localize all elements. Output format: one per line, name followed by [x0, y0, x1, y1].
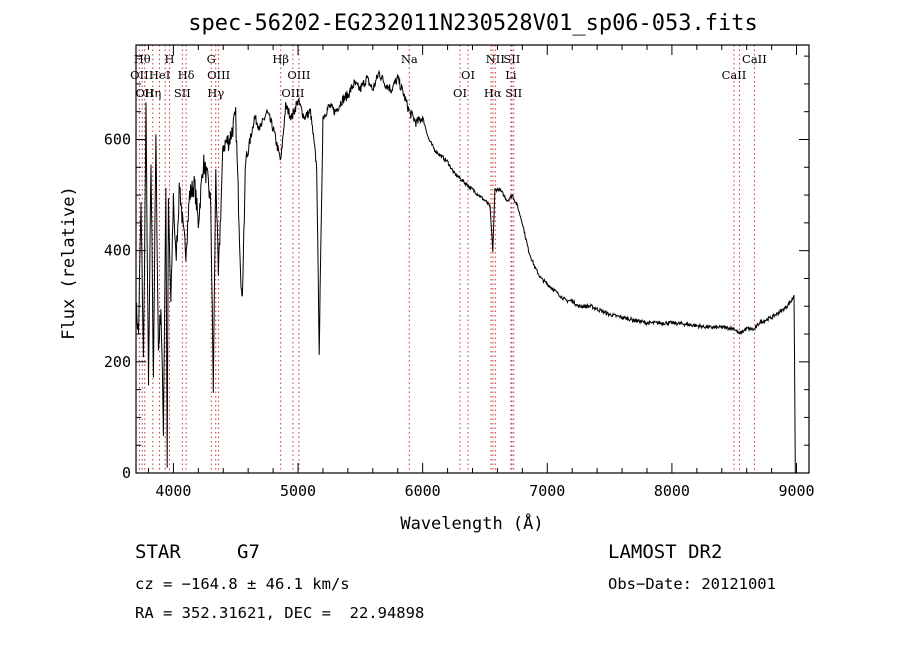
spectral-line-label: OI	[461, 68, 475, 82]
chart-title: spec-56202-EG232011N230528V01_sp06-053.f…	[188, 11, 758, 36]
spectral-line-label: Li	[505, 68, 517, 82]
plot-frame	[135, 44, 810, 474]
obs-date: Obs−Date: 20121001	[608, 575, 776, 593]
spectral-line-label: CaII	[742, 52, 767, 66]
y-tick-label: 400	[104, 242, 131, 260]
spectral-line-label: OII	[130, 68, 149, 82]
spectral-line-label: Hθ	[134, 52, 151, 66]
spectral-line-label: Hγ	[207, 86, 224, 100]
line-markers	[138, 45, 755, 473]
object-class: STAR	[135, 541, 181, 563]
spectral-line-label: OIII	[281, 86, 304, 100]
spectral-line-label: Na	[401, 52, 418, 66]
x-tick-label: 4000	[155, 482, 191, 500]
spectral-line-label: SII	[503, 52, 520, 66]
spectral-line-label: OI	[453, 86, 467, 100]
spectrum-line	[135, 69, 796, 473]
y-tick-label: 200	[104, 353, 131, 371]
spectral-line-label: H	[165, 52, 175, 66]
spectral-line-label: OII	[135, 86, 154, 100]
spectral-line-label: OIII	[207, 68, 230, 82]
line-labels: OIIHθOIIHηHeIHSIIHδGHγOIIIHβOIIIOIIINaOI…	[130, 52, 767, 100]
coordinates: RA = 352.31621, DEC = 22.94898	[135, 604, 425, 622]
spectral-line-label: Hδ	[178, 68, 195, 82]
redshift-cz: cz = −164.8 ± 46.1 km/s	[135, 575, 350, 593]
object-subclass: G7	[237, 541, 260, 563]
x-tick-label: 7000	[529, 482, 565, 500]
y-axis-label: Flux (relative)	[59, 186, 79, 340]
y-axis-ticks: 0 200 400 600	[104, 55, 809, 482]
spectral-line-label: SII	[174, 86, 191, 100]
spectral-line-label: G	[207, 52, 216, 66]
spectral-line-label: Hη	[144, 86, 161, 100]
spectral-line-label: CaII	[722, 68, 747, 82]
spectral-line-label: Hα	[484, 86, 502, 100]
x-tick-label: 6000	[405, 482, 441, 500]
spectral-line-label: NII	[486, 52, 505, 66]
spectral-line-label: OIII	[287, 68, 310, 82]
survey-name: LAMOST DR2	[608, 541, 723, 563]
x-tick-label: 9000	[778, 482, 814, 500]
x-axis-label: Wavelength (Å)	[400, 512, 543, 534]
spectral-line-label: HeI	[149, 68, 170, 82]
spectral-line-label: SII	[505, 86, 522, 100]
x-tick-label: 8000	[654, 482, 690, 500]
x-axis-ticks: 4000 5000 6000 7000 8000 9000	[147, 45, 815, 500]
y-tick-label: 600	[104, 130, 131, 148]
y-tick-label: 0	[122, 464, 131, 482]
x-tick-label: 5000	[280, 482, 316, 500]
spectral-line-label: Hβ	[272, 52, 289, 66]
